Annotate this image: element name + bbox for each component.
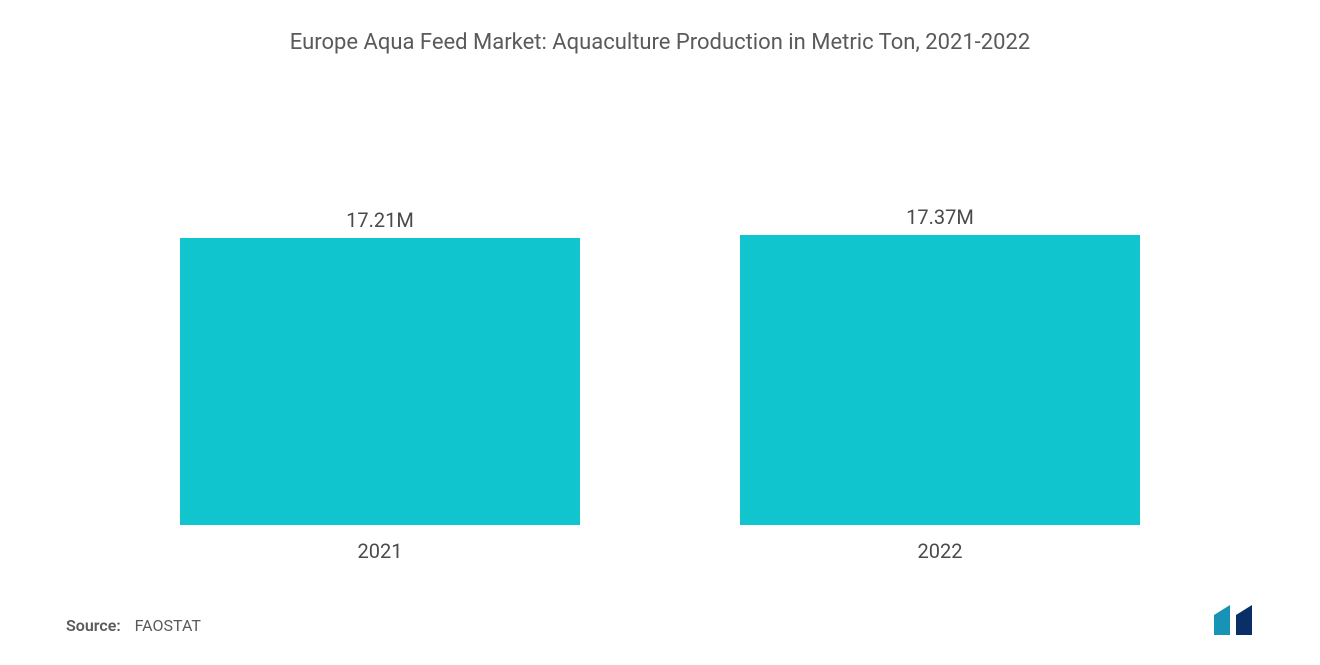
bar-category-label: 2022	[918, 539, 963, 563]
bar-value-label: 17.21M	[346, 208, 414, 232]
bar	[740, 235, 1140, 525]
bar-category-label: 2021	[358, 539, 403, 563]
plot-area: 17.21M 2021 17.37M 2022	[60, 65, 1260, 563]
source-value: FAOSTAT	[135, 616, 201, 635]
source-label: Source:	[66, 616, 121, 635]
bar-group: 17.37M 2022	[740, 205, 1140, 563]
bar-value-label: 17.37M	[906, 205, 974, 229]
chart-container: Europe Aqua Feed Market: Aquaculture Pro…	[0, 0, 1320, 665]
brand-logo	[1212, 603, 1260, 635]
source-attribution: Source: FAOSTAT	[66, 616, 201, 635]
chart-title: Europe Aqua Feed Market: Aquaculture Pro…	[60, 30, 1260, 55]
logo-bar-1	[1214, 605, 1230, 635]
chart-footer: Source: FAOSTAT	[60, 603, 1260, 635]
logo-bar-2	[1236, 605, 1252, 635]
bar	[180, 238, 580, 525]
bar-group: 17.21M 2021	[180, 208, 580, 563]
